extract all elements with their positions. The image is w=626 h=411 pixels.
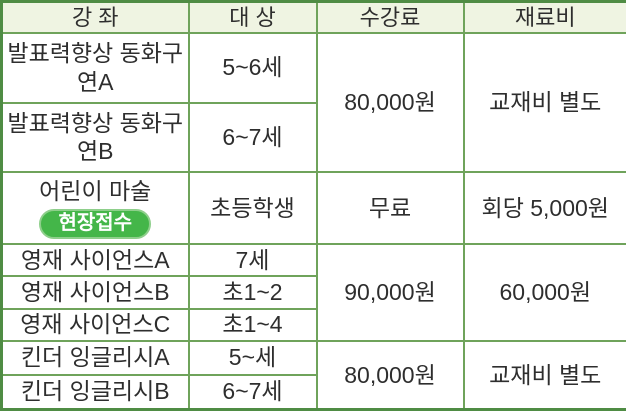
table-row: 킨더 잉글리시B 6~7세 — [0, 373, 626, 411]
table-row: 발표력향상 동화구연B 6~7세 — [0, 101, 626, 174]
table-row: 영재 사이언스C 초1~4 — [0, 307, 626, 342]
target-cell: 6~7세 — [187, 101, 318, 174]
table-header-row: 강 좌 대 상 수강료 재료비 — [0, 0, 626, 35]
target-cell: 5~6세 — [187, 32, 318, 104]
target-cell: 6~7세 — [187, 373, 318, 411]
target-cell: 초등학생 — [187, 171, 318, 245]
target-cell: 5~세 — [187, 339, 318, 376]
material-cell: 60,000원 — [462, 242, 626, 342]
table-row: 어린이 마술 현장접수 초등학생 무료 회당 5,000원 — [0, 171, 626, 245]
onsite-registration-badge: 현장접수 — [39, 208, 152, 239]
material-cell: 교재비 별도 — [462, 339, 626, 411]
target-cell: 초1~2 — [187, 275, 318, 310]
material-cell: 교재비 별도 — [462, 32, 626, 174]
column-header-fee: 수강료 — [315, 0, 465, 35]
course-name: 어린이 마술 — [39, 178, 152, 205]
material-cell: 회당 5,000원 — [462, 171, 626, 245]
course-cell: 발표력향상 동화구연A — [0, 32, 190, 104]
course-cell: 킨더 잉글리시B — [0, 373, 190, 411]
column-header-target: 대 상 — [187, 0, 318, 35]
fee-cell: 90,000원 — [315, 242, 465, 342]
course-cell: 킨더 잉글리시A — [0, 339, 190, 376]
fee-cell: 80,000원 — [315, 339, 465, 411]
course-cell: 어린이 마술 현장접수 — [0, 171, 190, 245]
target-cell: 7세 — [187, 242, 318, 278]
fee-cell: 80,000원 — [315, 32, 465, 174]
table-row: 영재 사이언스A 7세 90,000원 60,000원 — [0, 242, 626, 342]
target-cell: 초1~4 — [187, 307, 318, 342]
column-header-course: 강 좌 — [0, 0, 190, 35]
course-cell: 영재 사이언스A — [0, 242, 190, 278]
course-cell: 영재 사이언스C — [0, 307, 190, 342]
fee-cell: 무료 — [315, 171, 465, 245]
table-row: 발표력향상 동화구연A 5~6세 80,000원 교재비 별도 — [0, 32, 626, 174]
table-row: 영재 사이언스B 초1~2 — [0, 275, 626, 310]
course-cell: 영재 사이언스B — [0, 275, 190, 310]
table-row: 킨더 잉글리시A 5~세 80,000원 교재비 별도 — [0, 339, 626, 411]
course-cell: 발표력향상 동화구연B — [0, 101, 190, 174]
onsite-registration-badge-label: 현장접수 — [58, 211, 133, 234]
column-header-material: 재료비 — [462, 0, 626, 35]
